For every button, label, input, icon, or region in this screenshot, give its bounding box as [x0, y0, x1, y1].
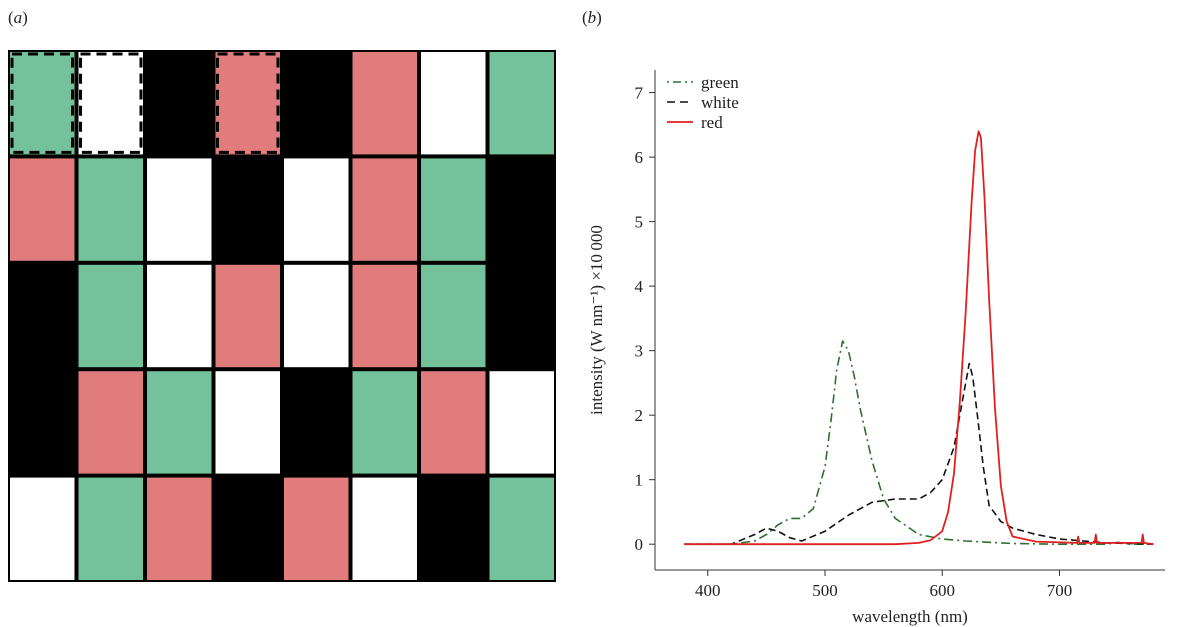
grid-cell-2-0 — [10, 264, 75, 368]
y-tick-label: 6 — [635, 148, 644, 167]
x-tick-label: 400 — [695, 581, 721, 600]
y-axis-label: intensity (W nm⁻¹) ×10 000 — [587, 225, 606, 415]
legend-label-green: green — [701, 73, 739, 92]
y-tick-label: 1 — [635, 471, 644, 490]
grid-cell-1-6 — [421, 158, 486, 261]
spectrum-chart: intensity (W nm⁻¹) ×10 000 wavelength (n… — [587, 70, 1165, 626]
y-tick-label: 5 — [635, 213, 644, 232]
x-tick-label: 600 — [929, 581, 955, 600]
y-tick-label: 2 — [635, 406, 644, 425]
grid-cell-4-6 — [421, 477, 486, 580]
grid-cell-4-0 — [10, 477, 75, 580]
grid-cell-4-7 — [489, 477, 554, 580]
grid-cell-0-6 — [421, 52, 486, 155]
grid-cell-4-5 — [352, 477, 417, 580]
x-tick-label: 500 — [812, 581, 838, 600]
legend-label-red: red — [701, 113, 723, 132]
color-grid — [8, 50, 556, 582]
grid-cell-1-7 — [489, 158, 554, 261]
series-line-white — [684, 362, 1154, 545]
grid-cell-1-0 — [10, 158, 75, 261]
panel-label-a: (a) — [8, 8, 28, 27]
grid-cell-2-1 — [78, 264, 143, 368]
series-line-green — [684, 340, 1154, 545]
grid-cell-0-7 — [489, 52, 554, 155]
series-line-red — [684, 130, 1154, 546]
grid-cell-1-3 — [215, 158, 280, 261]
y-tick-label: 7 — [635, 84, 644, 103]
grid-cell-3-6 — [421, 371, 486, 474]
y-tick-label: 3 — [635, 342, 644, 361]
grid-cell-3-2 — [147, 371, 212, 474]
panel-label-b: (b) — [582, 8, 602, 27]
grid-cell-0-5 — [352, 52, 417, 155]
legend-label-white: white — [701, 93, 739, 112]
grid-cell-0-4 — [284, 52, 349, 155]
x-tick-label: 700 — [1047, 581, 1073, 600]
grid-cell-4-4 — [284, 477, 349, 580]
grid-cell-2-3 — [215, 264, 280, 368]
grid-cell-4-1 — [78, 477, 143, 580]
y-tick-label: 0 — [635, 535, 644, 554]
grid-cell-3-4 — [284, 371, 349, 474]
grid-cell-2-7 — [489, 264, 554, 368]
grid-cell-3-5 — [352, 371, 417, 474]
grid-cell-2-6 — [421, 264, 486, 368]
grid-cell-1-1 — [78, 158, 143, 261]
grid-cell-3-0 — [10, 371, 75, 474]
x-axis-label: wavelength (nm) — [852, 607, 968, 626]
grid-cell-1-2 — [147, 158, 212, 261]
grid-cell-1-5 — [352, 158, 417, 261]
grid-cell-3-7 — [489, 371, 554, 474]
grid-cell-4-2 — [147, 477, 212, 580]
grid-cell-2-2 — [147, 264, 212, 368]
grid-cell-0-1 — [78, 52, 143, 155]
grid-cell-2-4 — [284, 264, 349, 368]
y-tick-label: 4 — [635, 277, 644, 296]
grid-cell-0-0 — [10, 52, 75, 155]
grid-cell-1-4 — [284, 158, 349, 261]
grid-cell-4-3 — [215, 477, 280, 580]
grid-cell-3-1 — [78, 371, 143, 474]
grid-cell-0-2 — [147, 52, 212, 155]
grid-cell-2-5 — [352, 264, 417, 368]
grid-cell-0-3 — [215, 52, 280, 155]
grid-cell-3-3 — [215, 371, 280, 474]
